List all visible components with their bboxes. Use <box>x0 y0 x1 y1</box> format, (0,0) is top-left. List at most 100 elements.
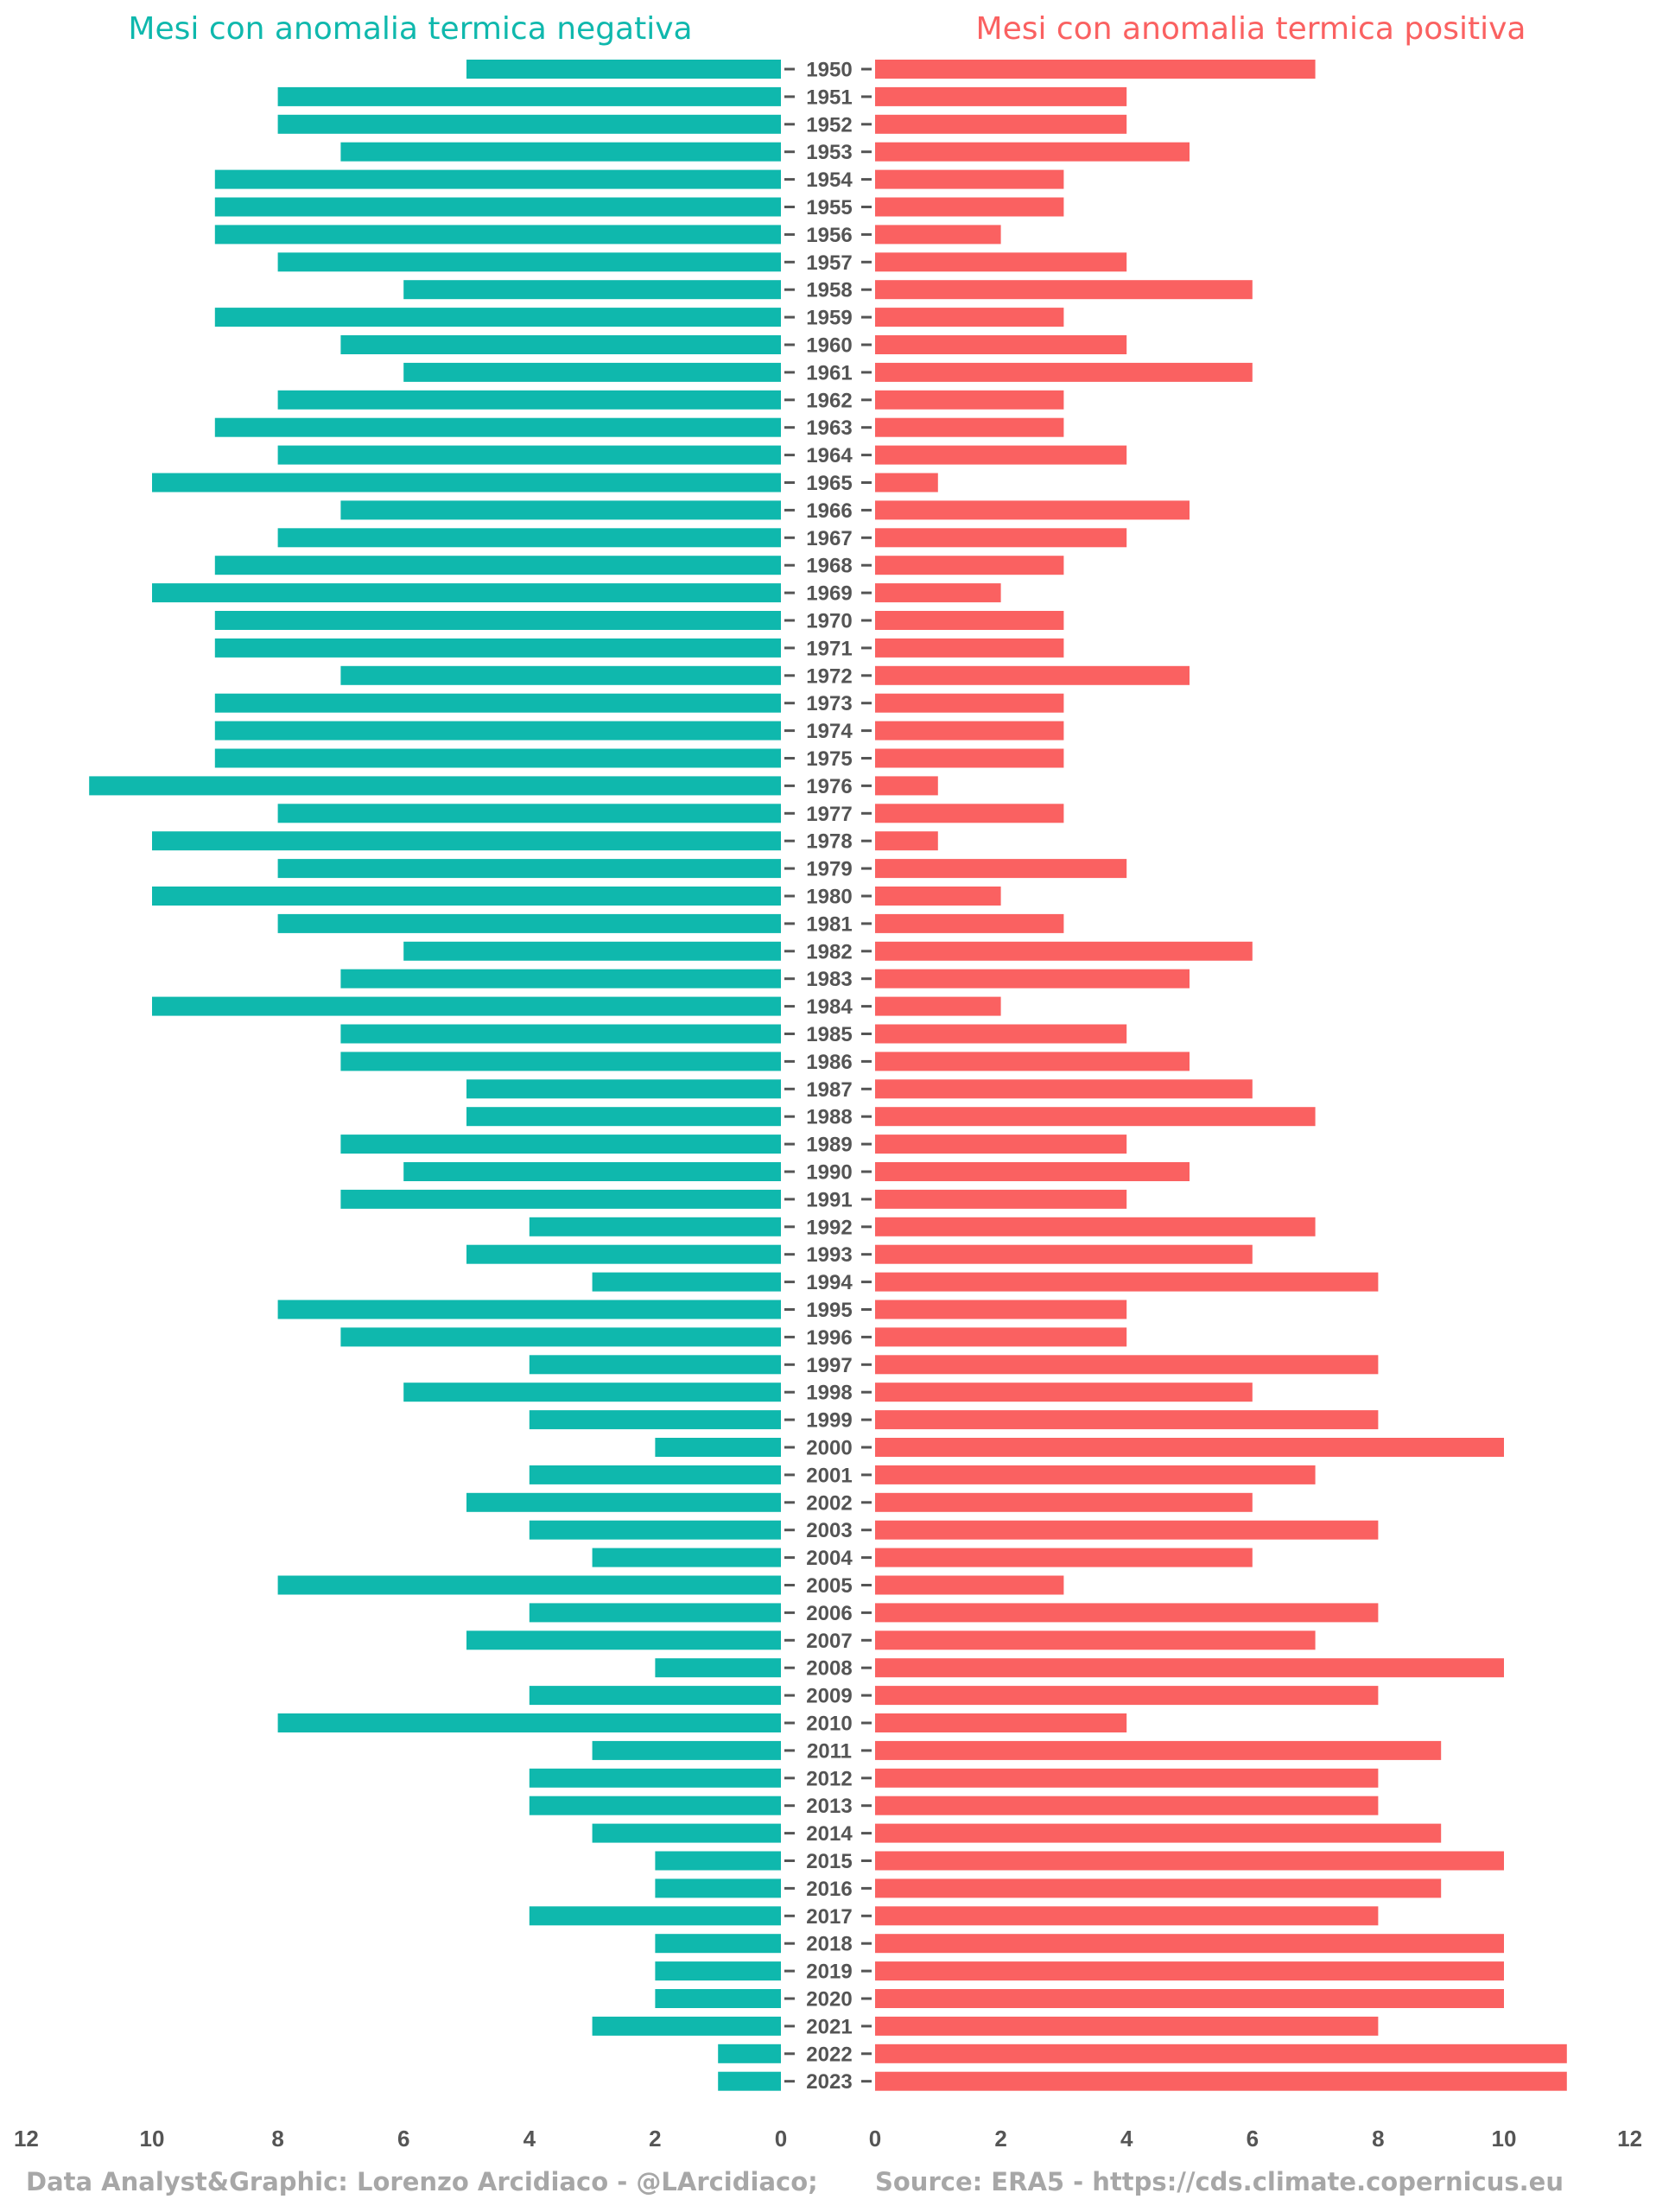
negative-bar-1984 <box>152 996 781 1016</box>
negative-bar-1978 <box>152 831 781 851</box>
year-label: 2015 <box>806 1850 852 1873</box>
left-chart-title: Mesi con anomalia termica negativa <box>128 11 692 47</box>
year-label: 2020 <box>806 1988 852 2012</box>
negative-bar-1968 <box>214 556 782 575</box>
year-label: 1976 <box>806 775 852 798</box>
year-label: 1973 <box>806 692 852 715</box>
year-label: 1982 <box>806 940 852 963</box>
right-tick-label: 6 <box>1247 2126 1259 2152</box>
negative-bar-2002 <box>466 1492 781 1512</box>
positive-bar-1961 <box>875 362 1253 382</box>
x-axis-ticks: 12 10 8 6 4 2 0 0 2 4 6 8 10 12 <box>14 2126 1642 2152</box>
negative-bar-1974 <box>214 721 782 741</box>
negative-bar-1966 <box>340 500 781 520</box>
positive-bar-1994 <box>875 1272 1379 1292</box>
year-label: 2003 <box>806 1519 852 1542</box>
negative-bar-1986 <box>340 1052 781 1071</box>
negative-bar-1955 <box>214 197 782 217</box>
positive-bar-2002 <box>875 1492 1253 1512</box>
negative-bar-1959 <box>214 308 782 327</box>
positive-bar-1958 <box>875 280 1253 300</box>
positive-bar-1979 <box>875 859 1127 879</box>
left-tick-label: 4 <box>523 2126 536 2152</box>
year-label: 1975 <box>806 747 852 771</box>
year-label: 2007 <box>806 1630 852 1653</box>
year-label: 1983 <box>806 968 852 991</box>
year-label: 2008 <box>806 1657 852 1681</box>
year-label: 2013 <box>806 1795 852 1818</box>
right-tick-label: 12 <box>1617 2126 1642 2152</box>
negative-bar-1970 <box>214 611 782 630</box>
negative-bar-1994 <box>592 1272 781 1292</box>
positive-bar-1963 <box>875 417 1064 437</box>
positive-bar-1998 <box>875 1382 1253 1402</box>
positive-bar-2022 <box>875 2044 1567 2063</box>
positive-bar-1995 <box>875 1300 1127 1319</box>
positive-bar-1991 <box>875 1189 1127 1209</box>
positive-bar-2012 <box>875 1768 1379 1788</box>
negative-bar-2008 <box>655 1658 781 1678</box>
positive-bar-2013 <box>875 1796 1379 1815</box>
negative-bar-2007 <box>466 1630 781 1650</box>
year-label: 2000 <box>806 1437 852 1460</box>
year-label: 1950 <box>806 59 852 82</box>
positive-bar-1986 <box>875 1052 1190 1071</box>
positive-bar-2018 <box>875 1934 1504 1954</box>
negative-bar-2013 <box>529 1796 781 1815</box>
negative-bar-1982 <box>403 941 781 961</box>
positive-bar-2003 <box>875 1520 1379 1540</box>
right-tick-label: 2 <box>994 2126 1006 2152</box>
positive-bar-2020 <box>875 1989 1504 2008</box>
year-label: 1962 <box>806 389 852 412</box>
positive-bar-1983 <box>875 969 1190 988</box>
negative-bar-1954 <box>214 169 782 189</box>
negative-bar-1960 <box>340 335 781 354</box>
positive-bar-1966 <box>875 500 1190 520</box>
year-label: 1957 <box>806 251 852 275</box>
left-tick-label: 6 <box>397 2126 409 2152</box>
positive-bar-1984 <box>875 996 1001 1016</box>
negative-bar-2017 <box>529 1906 781 1926</box>
positive-bar-1992 <box>875 1217 1316 1236</box>
year-label: 2011 <box>807 1739 852 1763</box>
year-label: 1998 <box>806 1382 852 1405</box>
negative-bar-1996 <box>340 1327 781 1347</box>
positive-bar-1977 <box>875 804 1064 823</box>
positive-bar-2006 <box>875 1603 1379 1623</box>
negative-bar-1981 <box>277 913 782 933</box>
right-tick-label: 10 <box>1492 2126 1517 2152</box>
positive-bar-1974 <box>875 721 1064 741</box>
negative-bar-1991 <box>340 1189 781 1209</box>
left-tick-label: 10 <box>140 2126 165 2152</box>
negative-bar-1951 <box>277 86 782 106</box>
positive-bar-2016 <box>875 1878 1442 1898</box>
source-text: Source: ERA5 - https://cds.climate.coper… <box>875 2167 1564 2196</box>
negative-bar-1999 <box>529 1410 781 1430</box>
year-label: 1985 <box>806 1023 852 1046</box>
negative-bar-1969 <box>152 583 781 603</box>
negative-bar-2014 <box>592 1823 781 1843</box>
negative-bar-1985 <box>340 1024 781 1044</box>
positive-bar-1976 <box>875 776 938 796</box>
right-chart-title: Mesi con anomalia termica positiva <box>976 11 1526 47</box>
credit-text: Data Analyst&Graphic: Lorenzo Arcidiaco … <box>26 2167 818 2196</box>
positive-bar-1956 <box>875 225 1001 245</box>
negative-bar-1977 <box>277 804 782 823</box>
year-label: 1993 <box>806 1243 852 1267</box>
positive-bar-1957 <box>875 252 1127 272</box>
negative-bar-2006 <box>529 1603 781 1623</box>
year-label: 1974 <box>806 720 853 743</box>
year-label: 1953 <box>806 141 852 164</box>
year-label: 2018 <box>806 1933 852 1956</box>
negative-bar-2019 <box>655 1961 781 1981</box>
year-label: 2023 <box>806 2070 852 2094</box>
year-label: 1961 <box>806 361 852 385</box>
negative-bar-2003 <box>529 1520 781 1540</box>
year-label: 1972 <box>806 664 852 688</box>
negative-bar-2016 <box>655 1878 781 1898</box>
year-label: 2006 <box>806 1602 852 1625</box>
year-label: 1999 <box>806 1409 852 1433</box>
negative-bar-2012 <box>529 1768 781 1788</box>
year-label: 2019 <box>806 1961 852 1984</box>
